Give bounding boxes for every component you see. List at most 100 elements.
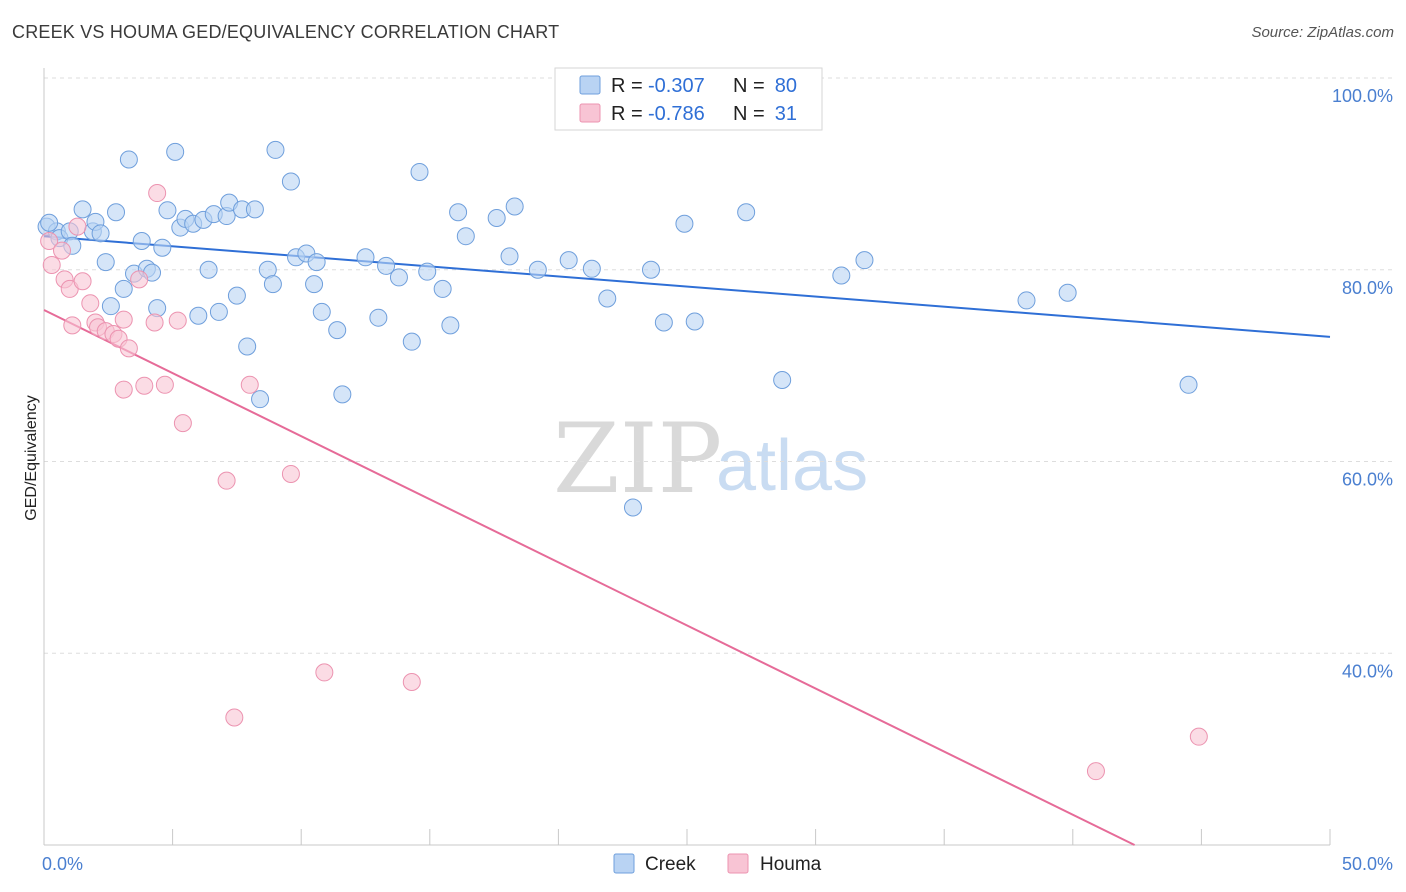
data-point-creek (307, 253, 326, 272)
data-point-creek (356, 248, 375, 267)
legend-swatch-creek (579, 75, 601, 95)
bottom-legend-swatch-creek (613, 853, 635, 874)
x-tick-label-max: 50.0% (1342, 854, 1393, 874)
data-point-creek (266, 140, 285, 159)
data-point-creek (263, 275, 282, 294)
y-tick-label: 80.0% (1342, 278, 1393, 298)
data-point-creek (251, 390, 270, 409)
legend-n-label-creek: N = (733, 75, 765, 97)
data-point-creek (528, 260, 547, 279)
data-point-creek (73, 200, 92, 219)
data-point-houma (1189, 727, 1208, 746)
data-point-creek (107, 203, 126, 222)
data-point-creek (641, 260, 660, 279)
trend-lines (43, 235, 1331, 846)
data-point-houma (114, 310, 133, 329)
data-point-houma (168, 311, 187, 330)
legend-r-label-creek: R = (611, 75, 643, 97)
legend-n-value-houma: 31 (775, 103, 797, 125)
trend-line-creek (43, 235, 1331, 338)
data-point-creek (101, 297, 120, 316)
data-point-creek (410, 162, 429, 181)
data-point-houma (40, 231, 59, 250)
data-point-creek (238, 337, 257, 356)
data-point-creek (832, 266, 851, 285)
legend-r-label-houma: R = (611, 103, 643, 125)
data-point-creek (369, 308, 388, 327)
data-points (37, 70, 1208, 781)
legend-r-value-houma: -0.786 (648, 103, 705, 125)
data-point-creek (281, 172, 300, 191)
data-point-creek (623, 498, 642, 517)
gridlines (44, 77, 1393, 654)
data-point-creek (96, 253, 115, 272)
legend-r-value-creek: -0.307 (648, 75, 705, 97)
data-point-creek (500, 247, 519, 266)
data-point-houma (155, 375, 174, 394)
data-point-houma (42, 255, 61, 274)
data-point-houma (402, 673, 421, 692)
data-point-creek (675, 214, 694, 233)
data-point-creek (333, 385, 352, 404)
data-point-creek (153, 238, 172, 257)
data-point-creek (773, 371, 792, 390)
data-point-houma (315, 663, 334, 682)
data-point-houma (1086, 762, 1105, 781)
data-point-creek (158, 201, 177, 220)
data-point-creek (418, 262, 437, 281)
data-point-creek (737, 203, 756, 222)
legend-n-value-creek: 80 (775, 75, 797, 97)
data-point-creek (328, 321, 347, 340)
data-point-creek (598, 289, 617, 308)
data-point-houma (114, 380, 133, 399)
bottom-legend-label-creek: Creek (645, 854, 696, 875)
data-point-creek (654, 313, 673, 332)
data-point-creek (209, 302, 228, 321)
legend-n-label-houma: N = (733, 103, 765, 125)
data-point-creek (312, 302, 331, 321)
data-point-creek (119, 150, 138, 169)
data-point-creek (685, 312, 704, 331)
data-point-creek (449, 203, 468, 222)
data-point-creek (1058, 283, 1077, 302)
data-point-creek (189, 306, 208, 325)
data-point-creek (132, 231, 151, 250)
data-point-creek (456, 227, 475, 246)
data-point-houma (73, 272, 92, 291)
data-point-creek (433, 279, 452, 298)
data-point-creek (91, 224, 110, 243)
y-tick-label: 60.0% (1342, 470, 1393, 490)
chart-source: Source: ZipAtlas.com (1251, 24, 1394, 41)
data-point-creek (1179, 375, 1198, 394)
stats-legend: R = -0.307 N = 80 R = -0.786 N = 31 (554, 67, 823, 131)
data-point-creek (40, 213, 59, 232)
bottom-legend-swatch-houma (727, 853, 749, 874)
y-tick-label: 40.0% (1342, 661, 1393, 681)
watermark-atlas: atlas (716, 426, 868, 506)
data-point-creek (166, 142, 185, 161)
data-point-creek (377, 256, 396, 275)
watermark-zip: ZIP (553, 403, 722, 515)
data-point-creek (114, 279, 133, 298)
data-point-creek (855, 251, 874, 270)
data-point-creek (402, 332, 421, 351)
trend-line-houma (43, 309, 1135, 846)
data-point-houma (145, 313, 164, 332)
data-point-houma (130, 270, 149, 289)
data-point-creek (441, 316, 460, 335)
data-point-creek (227, 286, 246, 305)
watermark: ZIP atlas (553, 403, 868, 515)
data-point-creek (582, 259, 601, 278)
y-tick-label: 100.0% (1332, 86, 1393, 106)
data-point-creek (505, 197, 524, 216)
data-point-houma (68, 217, 87, 236)
data-point-houma (225, 708, 244, 727)
data-point-houma (217, 471, 236, 490)
chart-title: CREEK VS HOUMA GED/EQUIVALENCY CORRELATI… (12, 22, 560, 42)
data-point-creek (245, 200, 264, 219)
data-point-houma (63, 316, 82, 335)
data-point-houma (173, 414, 192, 433)
data-point-creek (305, 275, 324, 294)
data-point-houma (53, 241, 72, 260)
